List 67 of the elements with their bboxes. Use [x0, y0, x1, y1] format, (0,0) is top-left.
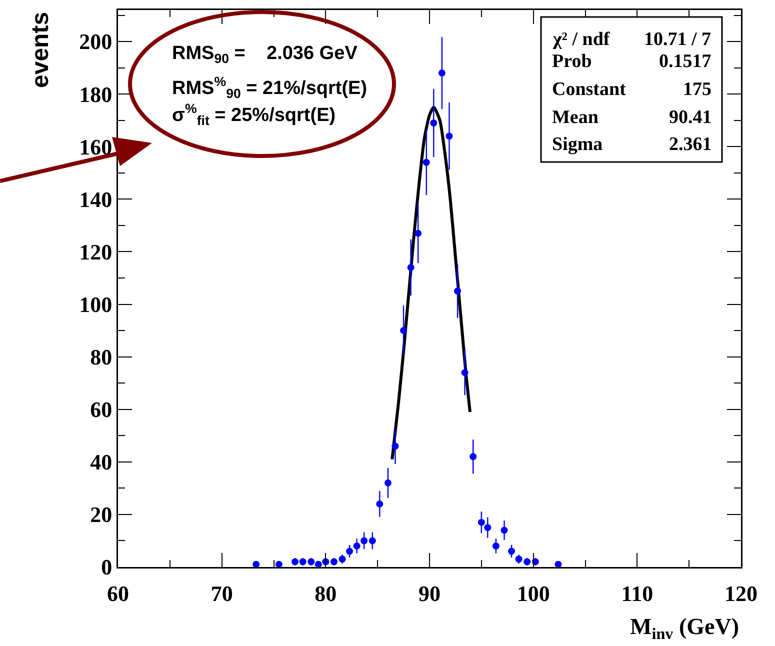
x-tick-label: 60 — [107, 580, 129, 606]
y-tick-label: 80 — [90, 344, 112, 370]
x-tick-label: 110 — [621, 580, 654, 606]
point — [407, 264, 414, 271]
point — [314, 560, 322, 568]
y-tick-label: 60 — [90, 397, 112, 422]
point — [392, 442, 399, 450]
annotation: Constant — [552, 79, 627, 100]
annotation: 2.361 — [669, 134, 712, 155]
y-tick-label: 40 — [90, 450, 112, 475]
point — [353, 542, 360, 550]
point — [360, 537, 368, 544]
point — [461, 369, 468, 376]
point — [338, 556, 346, 563]
x-axis-title: M$_{inv}$ (GeV) — [630, 614, 739, 643]
annotation: RMS$^{%}$$_{90}$ = 21%/sqrt(E) — [172, 74, 368, 101]
point — [384, 479, 392, 486]
y-tick-label: 180 — [79, 82, 112, 107]
y-tick-label: 200 — [79, 29, 112, 54]
point — [430, 119, 438, 126]
y-tick-label: 160 — [79, 134, 112, 160]
annotation: χ² / ndf — [552, 29, 610, 50]
y-tick-label: 120 — [79, 239, 112, 264]
point — [554, 560, 562, 568]
x-tick-label: 90 — [418, 580, 440, 606]
point — [446, 132, 453, 140]
point — [330, 558, 338, 566]
annotation: Mean — [552, 107, 599, 128]
point — [422, 158, 430, 166]
x-tick-label: 120 — [724, 580, 758, 606]
point — [346, 548, 354, 555]
point — [470, 453, 477, 460]
y-axis-title: events — [27, 12, 54, 88]
point — [275, 560, 282, 568]
annotation: Prob — [552, 51, 592, 72]
point — [438, 70, 446, 77]
point — [500, 526, 508, 534]
point — [308, 558, 315, 566]
point — [368, 537, 376, 544]
y-tick-label: 20 — [90, 502, 112, 528]
line-series — [390, 106, 472, 461]
point — [492, 542, 500, 550]
y-tick-label: 140 — [79, 186, 112, 212]
point — [292, 558, 299, 566]
point — [299, 558, 306, 566]
annotation: Sigma — [552, 134, 604, 155]
point — [414, 230, 422, 237]
x-tick-label: 80 — [314, 580, 337, 606]
x-tick-label: 100 — [516, 580, 550, 606]
annotation: RMS$_{90}$ = 2.036 GeV — [172, 43, 358, 66]
point — [252, 560, 260, 568]
annotation: 10.71 / 7 — [644, 29, 712, 50]
y-tick-label: 100 — [79, 292, 112, 317]
point — [508, 548, 516, 555]
y-tick-label: 0 — [101, 554, 112, 580]
annotation: 0.1517 — [659, 51, 712, 72]
point — [454, 288, 462, 295]
annotation: σ$^{%}$$_{fit}$ = 25%/sqrt(E) — [172, 101, 336, 128]
point — [400, 327, 408, 334]
annotation: 90.41 — [669, 107, 712, 128]
point — [515, 556, 522, 563]
x-tick-label: 70 — [210, 580, 233, 606]
point — [478, 518, 485, 526]
annotation: 175 — [683, 79, 712, 100]
point — [376, 500, 384, 508]
point — [524, 558, 531, 566]
point — [484, 524, 492, 532]
